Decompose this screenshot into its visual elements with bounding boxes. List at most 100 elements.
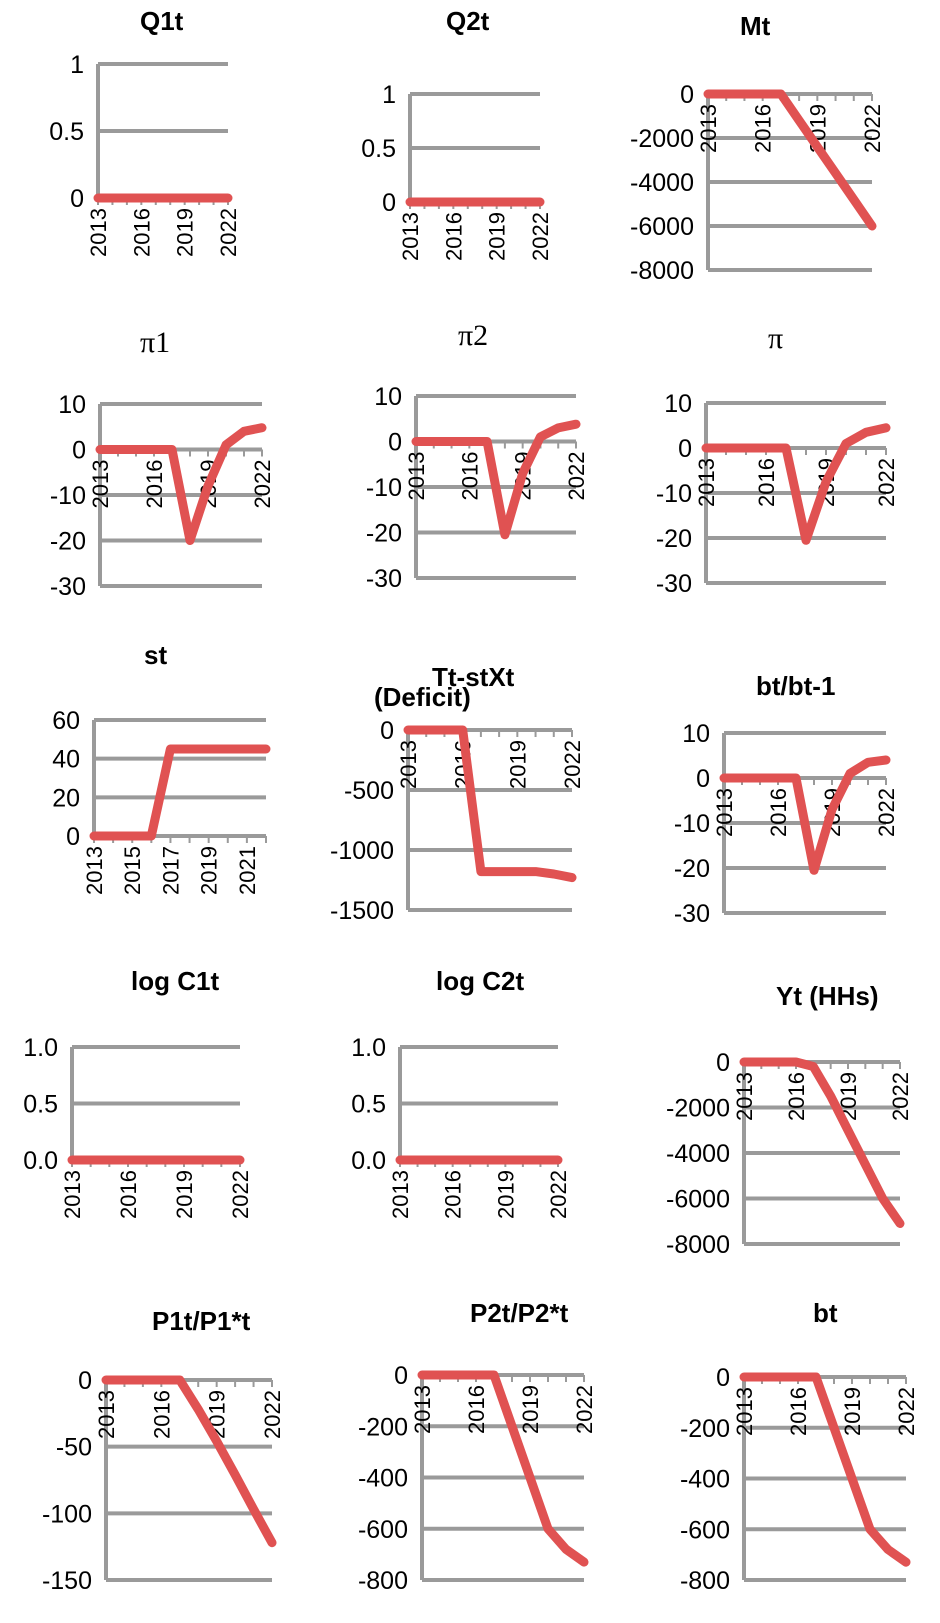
y-tick-label: 10 [58,391,86,419]
y-tick-label: -30 [50,573,86,601]
x-tick-label: 2013 [60,1170,85,1219]
chart-title: P2t/P2*t [470,1298,569,1328]
x-tick-label: 2013 [732,1387,757,1436]
chart-title: bt [813,1298,838,1328]
x-tick-label: 2019 [493,1170,518,1219]
y-tick-label: 10 [374,383,402,411]
series-line [95,423,267,545]
x-tick-label: 2019 [518,1385,543,1434]
y-tick-label: -800 [358,1567,408,1595]
y-tick-label: -500 [344,777,394,805]
y-tick-label: -8000 [630,257,694,285]
x-tick-label: 2013 [694,458,719,507]
y-tick-label: 0 [716,1049,730,1077]
x-tick-label: 2015 [120,846,145,895]
x-tick-label: 2013 [712,788,737,837]
x-tick-label: 2016 [116,1170,141,1219]
x-tick-label: 2016 [784,1072,809,1121]
chart-title: log C1t [131,966,219,996]
x-tick-label: 2013 [396,740,421,789]
chart-title: Q2t [446,6,490,36]
y-tick-label: -2000 [666,1095,730,1123]
series-line [101,1375,277,1548]
x-tick-label: 2021 [235,846,260,895]
y-tick-label: 0 [380,717,394,745]
y-tick-label: -10 [674,810,710,838]
y-tick-label: -20 [50,528,86,556]
chart-panel: bt 0 -200 -400 -600 -800 2013 2016 2019 2022 [680,1298,919,1595]
chart-title: π1 [140,326,170,359]
y-tick-label: 0 [716,1364,730,1392]
y-tick-label: 0 [78,1367,92,1395]
x-tick-label: 2022 [894,1387,919,1436]
y-tick-label: 0 [678,435,692,463]
x-tick-label: 2016 [464,1385,489,1434]
x-tick-label: 2022 [260,1390,285,1439]
y-tick-label: 0.0 [23,1147,58,1175]
series-line [403,725,577,883]
x-tick-label: 2016 [142,460,167,509]
x-tick-label: 2016 [786,1387,811,1436]
chart-title: π2 [458,319,488,352]
y-tick-label: -400 [680,1466,730,1494]
x-tick-label: 2022 [216,208,241,257]
y-tick-label: 40 [52,746,80,774]
series-line [417,1370,589,1567]
x-tick-label: 2019 [172,1170,197,1219]
y-tick-label: 0 [696,765,710,793]
y-tick-label: -20 [674,855,710,883]
y-tick-label: 0 [382,189,396,217]
y-tick-label: -6000 [666,1186,730,1214]
x-tick-label: 2013 [388,1170,413,1219]
x-tick-label: 2022 [546,1170,571,1219]
y-tick-label: -10 [366,474,402,502]
x-tick-label: 2013 [732,1072,757,1121]
y-tick-label: -30 [656,570,692,598]
y-tick-label: -150 [42,1567,92,1595]
chart-title: P1t/P1*t [152,1306,251,1336]
x-tick-label: 2013 [94,1390,119,1439]
y-tick-label: 1 [382,81,396,109]
x-tick-label: 2013 [82,846,107,895]
x-tick-label: 2013 [410,1385,435,1434]
x-tick-label: 2013 [86,208,111,257]
y-tick-label: -2000 [630,125,694,153]
x-tick-label: 2022 [874,788,899,837]
x-tick-label: 2016 [149,1390,174,1439]
x-tick-label: 2016 [441,1170,466,1219]
y-tick-label: -20 [656,525,692,553]
y-tick-label: 0.5 [49,118,84,146]
x-tick-label: 2016 [766,788,791,837]
y-tick-label: -4000 [666,1140,730,1168]
y-tick-label: 1.0 [351,1034,386,1062]
series-line [411,419,581,540]
y-tick-label: 20 [52,784,80,812]
x-tick-label: 2013 [696,104,721,153]
x-tick-label: 2013 [404,452,429,501]
x-tick-label: 2016 [441,212,466,261]
y-tick-label: -1500 [330,897,394,925]
x-tick-label: 2016 [129,208,154,257]
y-tick-label: 10 [682,720,710,748]
chart-title: log C2t [436,966,524,996]
chart-title-line2: (Deficit) [374,682,471,712]
y-tick-label: 10 [664,390,692,418]
chart-title: Tt-stXt [432,662,515,692]
y-tick-label: -4000 [630,169,694,197]
y-tick-label: 0 [70,185,84,213]
y-tick-label: -1000 [330,837,394,865]
y-tick-label: -30 [674,900,710,928]
x-tick-label: 2022 [250,460,275,509]
y-tick-label: -400 [358,1465,408,1493]
chart-title: st [144,640,167,670]
